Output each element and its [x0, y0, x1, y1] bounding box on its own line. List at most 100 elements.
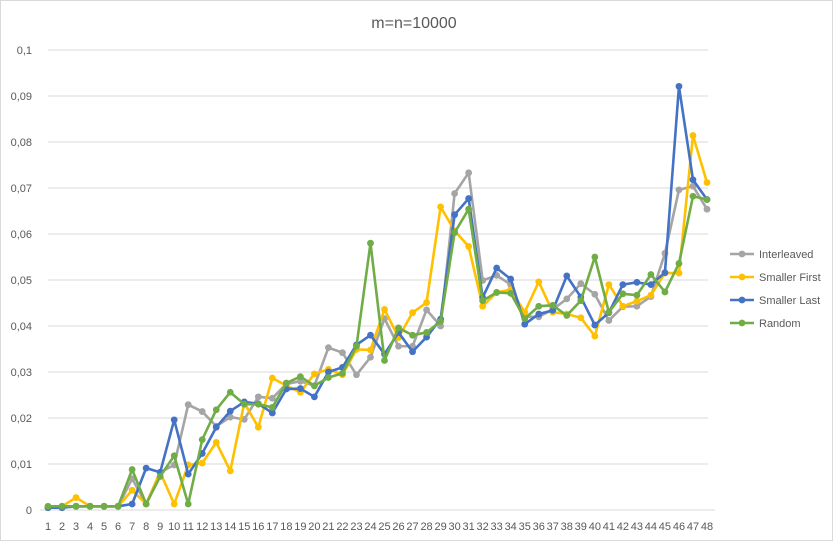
data-point [254, 400, 262, 408]
data-point [563, 312, 571, 319]
x-tick-label: 47 [687, 521, 699, 533]
data-point [282, 379, 290, 387]
x-tick-label: 41 [603, 521, 615, 533]
y-tick-label: 0,05 [11, 275, 32, 287]
data-point [226, 467, 234, 475]
data-point [170, 452, 178, 460]
x-tick-label: 16 [252, 521, 264, 533]
x-tick-label: 1 [45, 521, 51, 533]
data-point [184, 500, 192, 508]
data-point [86, 502, 94, 510]
data-point [647, 291, 655, 299]
y-tick-label: 0,09 [11, 91, 32, 103]
data-point [521, 315, 529, 323]
data-point [479, 297, 487, 305]
x-tick-label: 14 [224, 521, 236, 533]
data-point [591, 321, 599, 329]
data-point [212, 438, 220, 446]
x-tick-label: 2 [59, 521, 65, 533]
data-point [535, 302, 543, 310]
x-tick-label: 28 [420, 521, 432, 533]
data-point [437, 203, 444, 211]
x-tick-label: 15 [238, 521, 250, 533]
x-tick-label: 39 [575, 521, 587, 533]
y-tick-label: 0 [26, 505, 32, 517]
x-tick-label: 35 [519, 521, 531, 533]
data-point [633, 278, 641, 286]
x-tick-label: 9 [157, 521, 163, 533]
data-point [703, 179, 711, 186]
x-tick-label: 37 [547, 521, 559, 533]
data-point [170, 500, 178, 508]
data-point [100, 502, 108, 510]
data-point [577, 314, 585, 322]
data-point [563, 295, 571, 303]
data-point [128, 486, 136, 494]
x-tick-label: 31 [463, 521, 475, 533]
data-point [142, 464, 150, 472]
data-point [633, 291, 641, 299]
data-point [395, 342, 402, 350]
data-point [451, 211, 459, 219]
data-point [212, 423, 220, 431]
data-point [381, 306, 388, 313]
gridlines [48, 49, 708, 465]
x-tick-label: 21 [322, 521, 334, 533]
data-point [325, 374, 332, 381]
data-point [661, 269, 669, 277]
data-point [409, 309, 416, 317]
data-point [184, 470, 192, 478]
legend-item: Interleaved [730, 249, 813, 261]
data-point [254, 393, 262, 401]
data-point [689, 132, 697, 139]
data-point [268, 404, 276, 411]
data-point [44, 502, 52, 510]
x-tick-label: 19 [294, 521, 306, 533]
data-point [507, 275, 515, 283]
data-point [535, 310, 543, 318]
data-point [268, 409, 276, 417]
data-point [423, 299, 430, 306]
data-point [311, 393, 318, 401]
data-point [395, 324, 402, 332]
legend-label: Smaller Last [759, 295, 820, 307]
data-point [493, 289, 501, 296]
y-tick-label: 0,04 [11, 321, 32, 333]
x-tick-label: 34 [505, 521, 517, 533]
x-tick-label: 40 [589, 521, 601, 533]
data-point [465, 195, 473, 202]
x-tick-label: 45 [659, 521, 671, 533]
data-point [619, 281, 627, 288]
series-layer [44, 82, 711, 512]
data-point [325, 368, 332, 376]
legend-label: Random [759, 318, 801, 330]
data-point [633, 302, 641, 310]
x-tick-label: 30 [448, 521, 460, 533]
x-tick-label: 7 [129, 521, 135, 533]
data-point [661, 288, 669, 296]
data-point [647, 271, 655, 278]
data-point [268, 374, 276, 382]
x-tick-label: 12 [196, 521, 208, 533]
y-tick-label: 0,06 [11, 229, 32, 241]
data-point [535, 278, 543, 286]
legend-item: Smaller First [730, 272, 821, 284]
x-tick-label: 29 [434, 521, 446, 533]
data-point [451, 190, 459, 197]
data-point [703, 205, 711, 213]
legend-marker-icon [738, 296, 746, 304]
data-point [353, 342, 360, 350]
data-point [198, 459, 206, 467]
data-point [675, 260, 683, 267]
data-point [605, 308, 613, 316]
data-point [367, 239, 374, 247]
x-tick-label: 22 [336, 521, 348, 533]
data-point [507, 289, 515, 297]
data-point [479, 302, 487, 310]
data-point [549, 301, 557, 309]
x-tick-label: 24 [364, 521, 376, 533]
legend-label: Interleaved [759, 249, 813, 261]
data-point [465, 243, 473, 250]
data-point [675, 269, 683, 277]
data-point [198, 436, 206, 444]
